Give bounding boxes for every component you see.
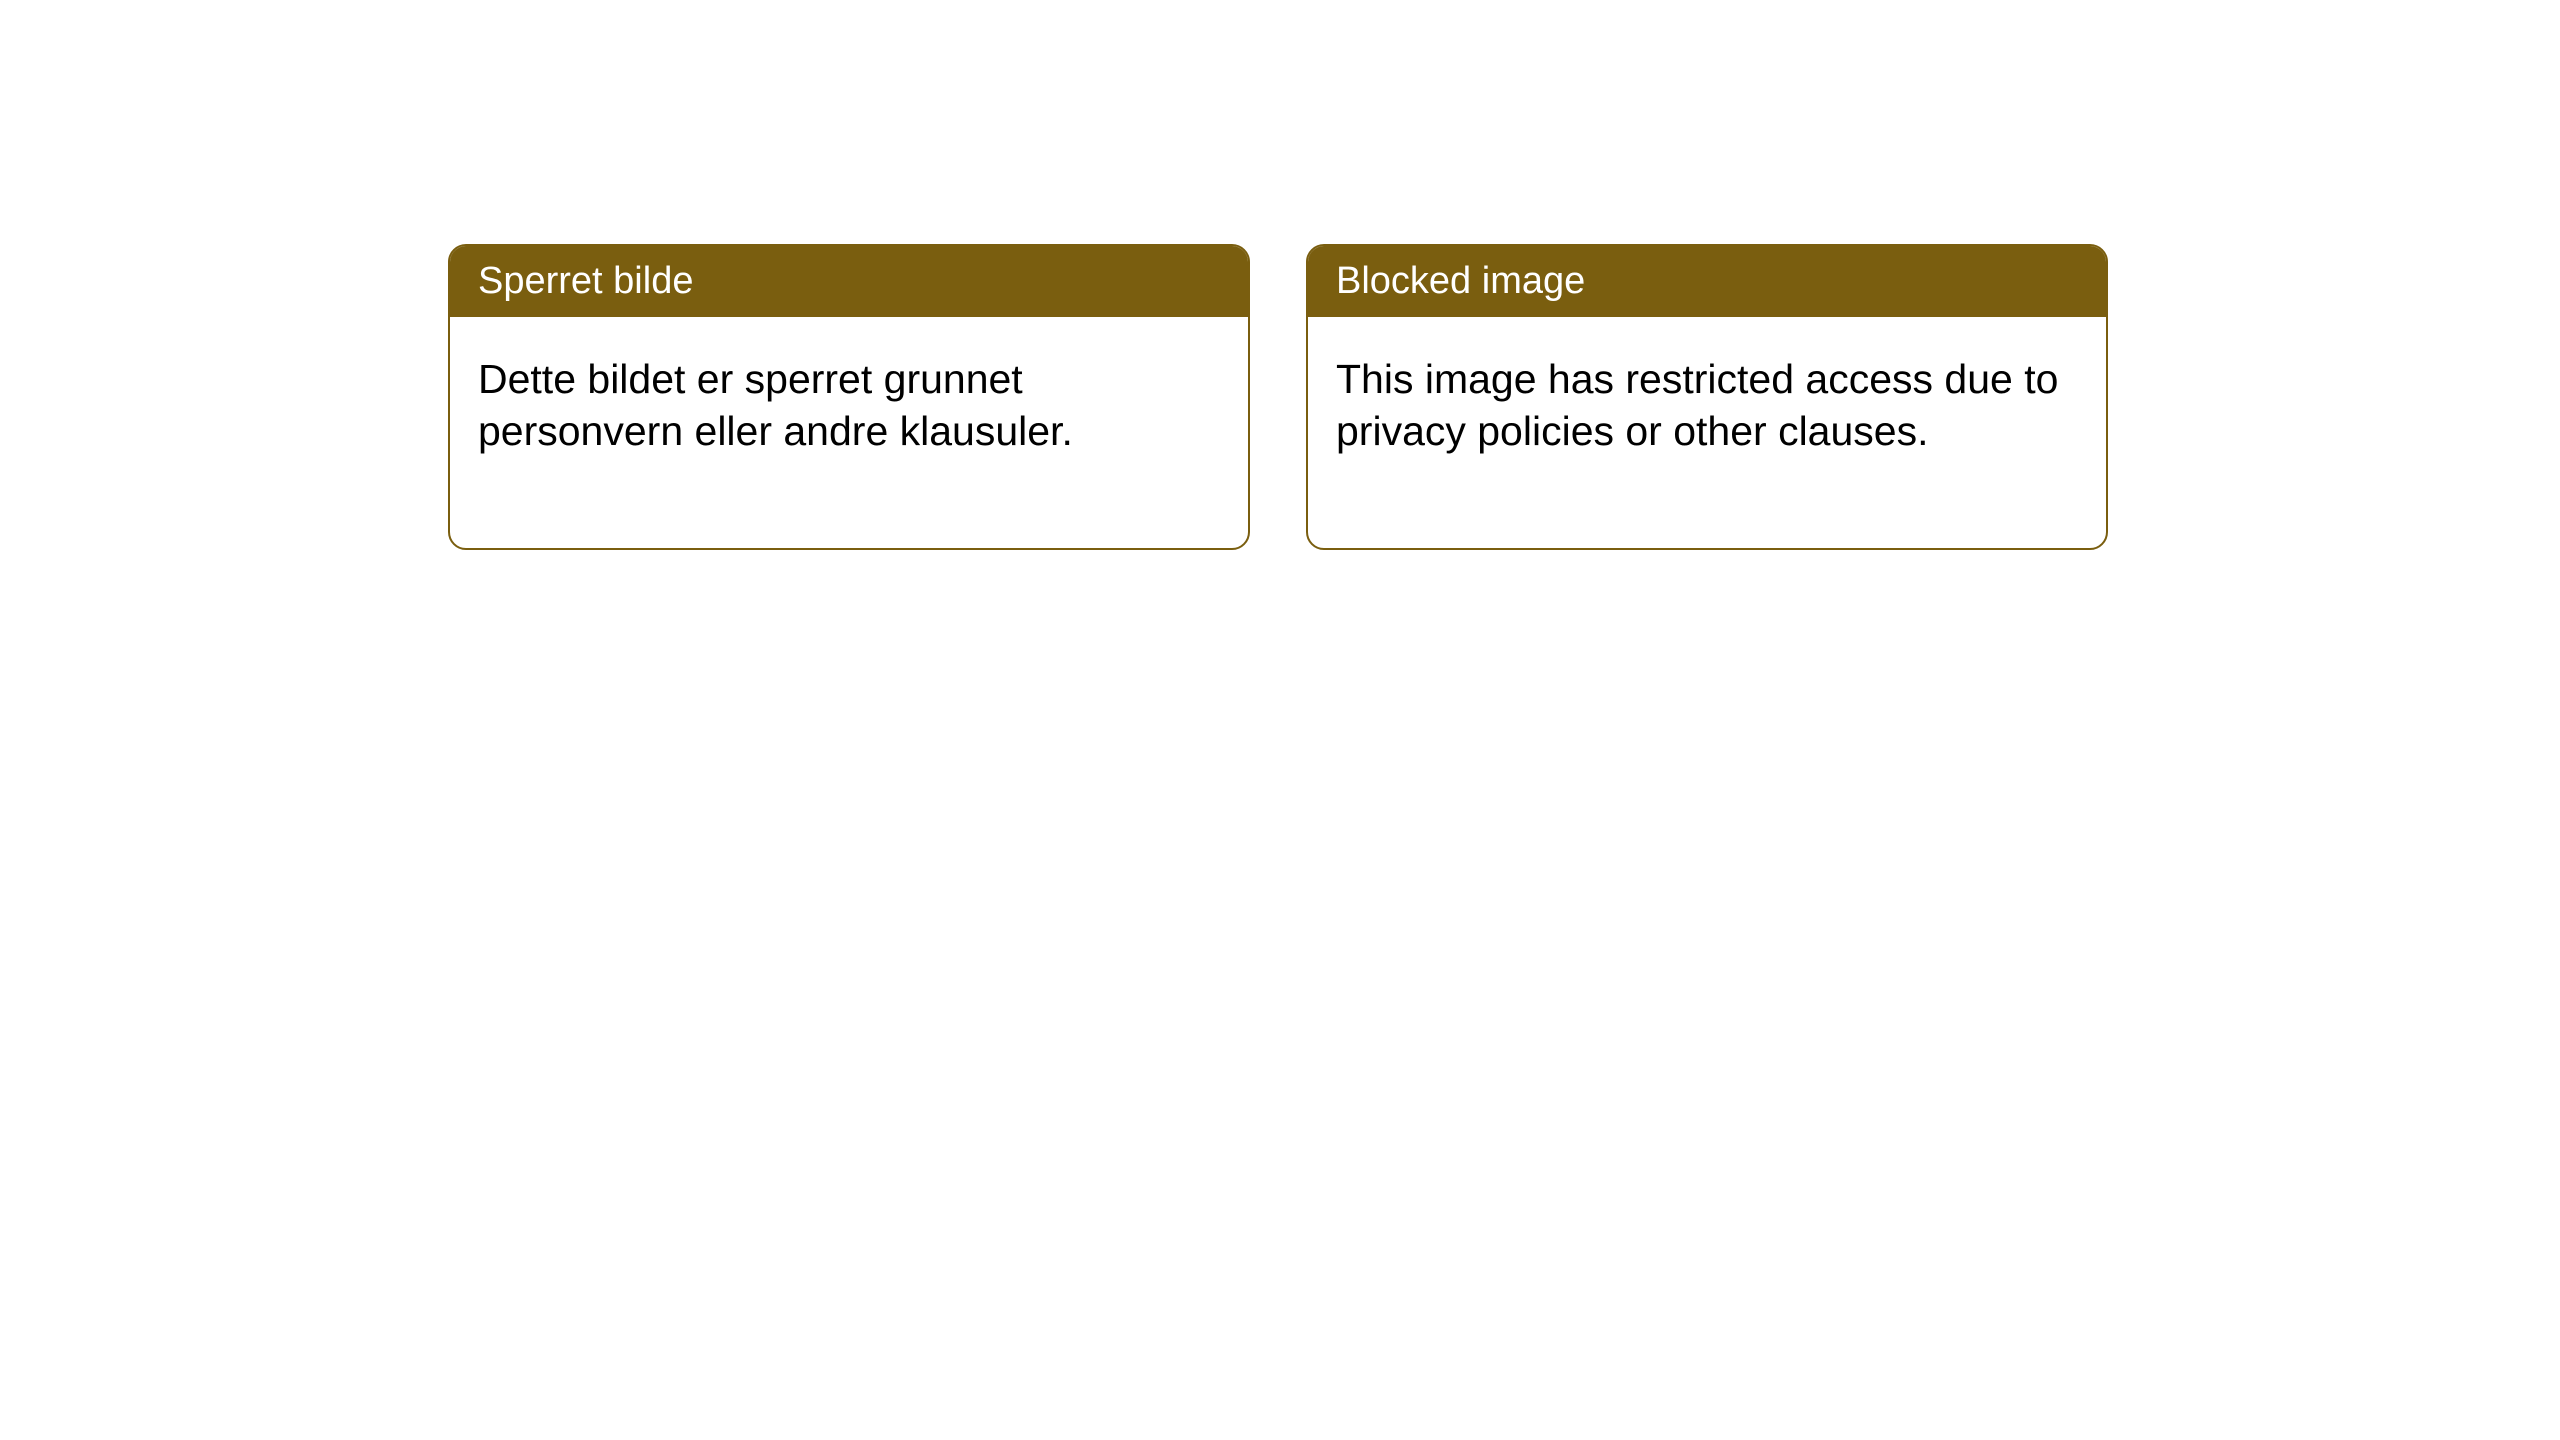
notice-cards-container: Sperret bilde Dette bildet er sperret gr… [448, 244, 2108, 550]
notice-card-english: Blocked image This image has restricted … [1306, 244, 2108, 550]
card-body: This image has restricted access due to … [1308, 317, 2106, 548]
notice-card-norwegian: Sperret bilde Dette bildet er sperret gr… [448, 244, 1250, 550]
card-body-text: Dette bildet er sperret grunnet personve… [478, 356, 1073, 454]
card-header: Sperret bilde [450, 246, 1248, 317]
card-title: Blocked image [1336, 260, 1585, 302]
card-title: Sperret bilde [478, 260, 693, 302]
card-body: Dette bildet er sperret grunnet personve… [450, 317, 1248, 548]
card-header: Blocked image [1308, 246, 2106, 317]
card-body-text: This image has restricted access due to … [1336, 356, 2058, 454]
